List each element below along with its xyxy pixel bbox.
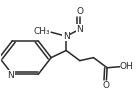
Text: O: O xyxy=(76,7,83,16)
Text: N: N xyxy=(76,25,83,34)
Text: N: N xyxy=(8,71,14,80)
Text: CH₃: CH₃ xyxy=(33,27,50,36)
Text: N: N xyxy=(63,32,70,41)
Text: OH: OH xyxy=(120,62,134,71)
Text: O: O xyxy=(103,81,110,90)
